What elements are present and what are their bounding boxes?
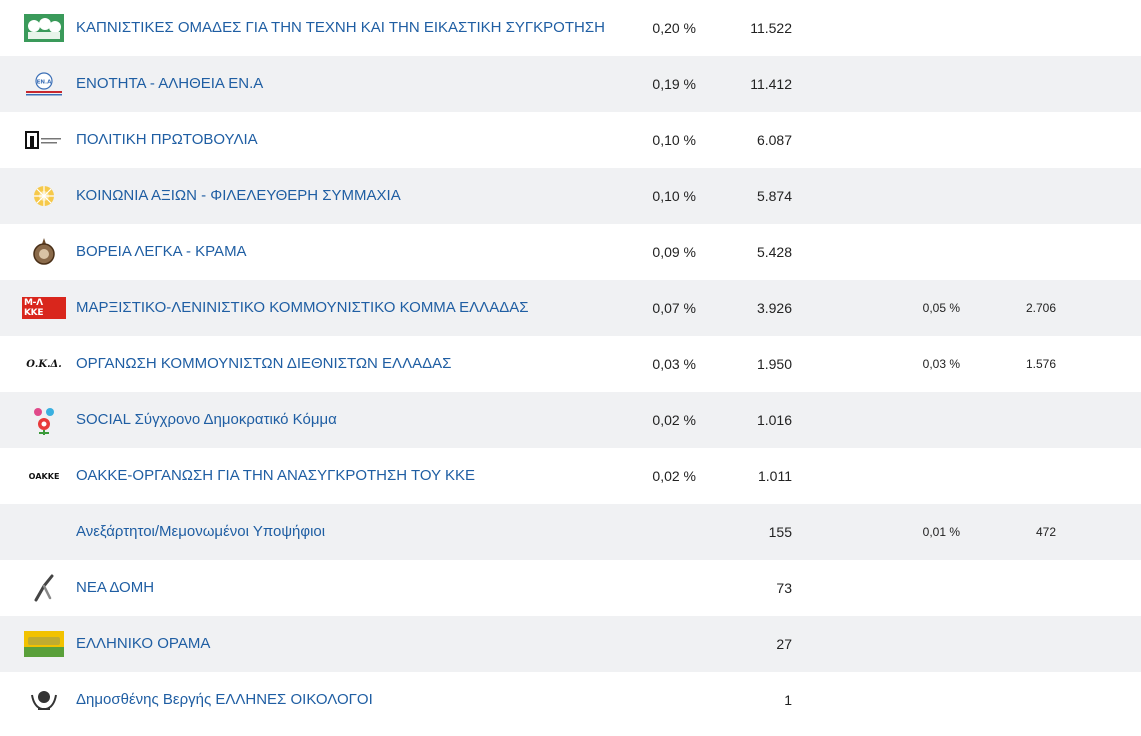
party-link[interactable]: Ανεξάρτητοι/Μεμονωμένοι Υποψήφιοι xyxy=(76,523,326,540)
vote-count: 27 xyxy=(776,636,792,652)
vote-percentage: 0,02 % xyxy=(652,468,696,484)
table-row: ΕΛΛΗΝΙΚΟ ΟΡΑΜΑ 27 xyxy=(0,616,1141,672)
ellines-oikologoi-logo xyxy=(22,684,66,716)
vote-percentage: 0,09 % xyxy=(652,244,696,260)
social-logo xyxy=(22,404,66,436)
vote-count: 1.950 xyxy=(756,356,792,372)
vote-percentage: 0,03 % xyxy=(652,356,696,372)
party-link[interactable]: ΕΛΛΗΝΙΚΟ ΟΡΑΜΑ xyxy=(76,635,211,652)
ena-logo-text: ΕΝ.Α xyxy=(37,80,52,86)
mlkke-logo: Μ-Λ ΚΚΕ xyxy=(22,292,66,324)
voreia-legka-logo xyxy=(22,236,66,268)
vote-count: 1.011 xyxy=(758,468,792,484)
table-row: ΚΟΙΝΩΝΙΑ ΑΞΙΩΝ - ΦΙΛΕΛΕΥΘΕΡΗ ΣΥΜΜΑΧΙΑ 0,… xyxy=(0,168,1141,224)
vote-count: 6.087 xyxy=(756,132,792,148)
vote-count: 3.926 xyxy=(756,300,792,316)
vote-percentage: 0,07 % xyxy=(652,300,696,316)
table-row: ΚΑΠΝΙΣΤΙΚΕΣ ΟΜΑΔΕΣ ΓΙΑ ΤΗΝ ΤΕΧΝΗ ΚΑΙ ΤΗΝ… xyxy=(0,0,1141,56)
party-link[interactable]: SOCIAL Σύγχρονο Δημοκρατικό Κόμμα xyxy=(76,411,337,428)
table-row: ΟΑΚΚΕ ΟΑΚΚΕ-ΟΡΓΑΝΩΣΗ ΓΙΑ ΤΗΝ ΑΝΑΣΥΓΚΡΟΤΗ… xyxy=(0,448,1141,504)
politiki-protovoulia-logo xyxy=(22,124,66,156)
kapnistikes-logo xyxy=(22,12,66,44)
table-row: Μ-Λ ΚΚΕ ΜΑΡΞΙΣΤΙΚΟ-ΛΕΝΙΝΙΣΤΙΚΟ ΚΟΜΜΟΥΝΙΣ… xyxy=(0,280,1141,336)
party-link[interactable]: ΚΟΙΝΩΝΙΑ ΑΞΙΩΝ - ΦΙΛΕΛΕΥΘΕΡΗ ΣΥΜΜΑΧΙΑ xyxy=(76,187,401,204)
party-link[interactable]: ΒΟΡΕΙΑ ΛΕΓΚΑ - ΚΡΑΜΑ xyxy=(76,243,247,260)
koinonia-axion-logo xyxy=(22,180,66,212)
okd-logo-text: Ο.Κ.Δ. xyxy=(26,358,62,370)
nea-domi-logo xyxy=(22,572,66,604)
vote-count: 1.016 xyxy=(756,412,792,428)
secondary-percentage: 0,05 % xyxy=(922,301,960,315)
party-link[interactable]: ΚΑΠΝΙΣΤΙΚΕΣ ΟΜΑΔΕΣ ΓΙΑ ΤΗΝ ΤΕΧΝΗ ΚΑΙ ΤΗΝ… xyxy=(76,19,605,36)
vote-percentage: 0,20 % xyxy=(652,20,696,36)
vote-percentage: 0,19 % xyxy=(652,76,696,92)
vote-count: 5.428 xyxy=(756,244,792,260)
vote-percentage: 0,10 % xyxy=(652,132,696,148)
party-link[interactable]: ΠΟΛΙΤΙΚΗ ΠΡΩΤΟΒΟΥΛΙΑ xyxy=(76,131,258,148)
table-row: ΠΟΛΙΤΙΚΗ ΠΡΩΤΟΒΟΥΛΙΑ 0,10 % 6.087 xyxy=(0,112,1141,168)
vote-percentage: 0,02 % xyxy=(652,412,696,428)
table-row: SOCIAL Σύγχρονο Δημοκρατικό Κόμμα 0,02 %… xyxy=(0,392,1141,448)
table-row: Ανεξάρτητοι/Μεμονωμένοι Υποψήφιοι 155 0,… xyxy=(0,504,1141,560)
ena-logo: ΕΝ.Α xyxy=(22,68,66,100)
oakke-logo-text: ΟΑΚΚΕ xyxy=(28,471,60,481)
okd-logo: Ο.Κ.Δ. xyxy=(22,348,66,380)
table-row: Ο.Κ.Δ. ΟΡΓΑΝΩΣΗ ΚΟΜΜΟΥΝΙΣΤΩΝ ΔΙΕΘΝΙΣΤΩΝ … xyxy=(0,336,1141,392)
secondary-percentage: 0,03 % xyxy=(922,357,960,371)
party-link[interactable]: ΕΝΟΤΗΤΑ - ΑΛΗΘΕΙΑ ΕΝ.Α xyxy=(76,75,264,92)
secondary-percentage: 0,01 % xyxy=(922,525,960,539)
vote-count: 155 xyxy=(768,524,792,540)
table-row: ΕΝ.Α ΕΝΟΤΗΤΑ - ΑΛΗΘΕΙΑ ΕΝ.Α 0,19 % 11.41… xyxy=(0,56,1141,112)
vote-percentage: 0,10 % xyxy=(652,188,696,204)
party-link[interactable]: ΝΕΑ ΔΟΜΗ xyxy=(76,579,155,596)
mlkke-logo-text: Μ-Λ ΚΚΕ xyxy=(22,297,66,319)
secondary-count: 2.706 xyxy=(1025,301,1056,315)
party-link[interactable]: ΟΡΓΑΝΩΣΗ ΚΟΜΜΟΥΝΙΣΤΩΝ ΔΙΕΘΝΙΣΤΩΝ ΕΛΛΑΔΑΣ xyxy=(76,355,452,372)
table-row: Δημοσθένης Βεργής ΕΛΛΗΝΕΣ ΟΙΚΟΛΟΓΟΙ 1 xyxy=(0,672,1141,728)
table-row: ΒΟΡΕΙΑ ΛΕΓΚΑ - ΚΡΑΜΑ 0,09 % 5.428 xyxy=(0,224,1141,280)
vote-count: 11.522 xyxy=(750,20,792,36)
vote-count: 5.874 xyxy=(756,188,792,204)
vote-count: 11.412 xyxy=(750,76,792,92)
table-row: ΝΕΑ ΔΟΜΗ 73 xyxy=(0,560,1141,616)
secondary-count: 472 xyxy=(1035,525,1056,539)
secondary-count: 1.576 xyxy=(1025,357,1056,371)
party-link[interactable]: ΜΑΡΞΙΣΤΙΚΟ-ΛΕΝΙΝΙΣΤΙΚΟ ΚΟΜΜΟΥΝΙΣΤΙΚΟ ΚΟΜ… xyxy=(76,299,529,316)
party-link[interactable]: Δημοσθένης Βεργής ΕΛΛΗΝΕΣ ΟΙΚΟΛΟΓΟΙ xyxy=(76,691,373,708)
vote-count: 73 xyxy=(776,580,792,596)
elliniko-orama-logo xyxy=(22,628,66,660)
party-link[interactable]: ΟΑΚΚΕ-ΟΡΓΑΝΩΣΗ ΓΙΑ ΤΗΝ ΑΝΑΣΥΓΚΡΟΤΗΣΗ ΤΟΥ… xyxy=(76,467,476,484)
oakke-logo: ΟΑΚΚΕ xyxy=(22,460,66,492)
vote-count: 1 xyxy=(784,692,792,708)
